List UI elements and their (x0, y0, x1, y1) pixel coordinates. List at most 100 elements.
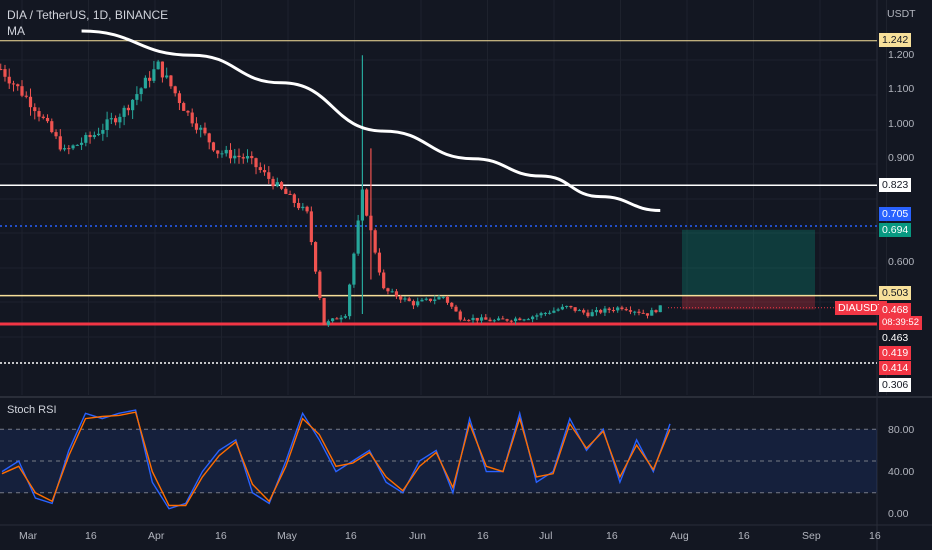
candle-body (7, 76, 11, 84)
candle-body (641, 312, 645, 314)
candle-body (556, 309, 560, 311)
candle-body (148, 77, 152, 81)
candle-body (645, 313, 650, 316)
candle-body (611, 310, 616, 312)
candle-body (16, 84, 20, 87)
candle-body (245, 156, 250, 159)
candle-body (637, 311, 641, 313)
candle-body (194, 123, 199, 130)
osc-tick: 40.00 (888, 466, 915, 478)
price-label-0306: 0.306 (879, 378, 912, 392)
candle-body (348, 284, 352, 317)
candle-body (428, 298, 433, 301)
candle-body (603, 308, 607, 313)
candle-body (279, 182, 284, 189)
candle-body (20, 86, 24, 96)
candle-body (518, 318, 522, 321)
candle-body (526, 319, 530, 321)
current-price-label: 0.468 (879, 303, 912, 317)
candle-body (207, 133, 211, 143)
candle-body (126, 107, 130, 111)
candle-body (160, 61, 165, 78)
long-target-zone (682, 229, 815, 296)
x-tick: Apr (148, 530, 165, 542)
candle-body (139, 88, 143, 95)
candle-body (496, 318, 501, 321)
candle-body (258, 167, 262, 171)
candle-body (535, 315, 539, 317)
candle-body (199, 127, 203, 130)
y-tick: 0.900 (888, 152, 915, 164)
candle-body (326, 321, 330, 326)
stoch-rsi-label[interactable]: Stoch RSI (7, 404, 57, 416)
candle-body (633, 311, 637, 313)
candle-body (403, 298, 407, 300)
candle-body (441, 296, 445, 298)
candle-body (318, 271, 322, 298)
candle-body (156, 61, 160, 70)
candle-body (271, 178, 275, 187)
y-tick: 1.000 (888, 118, 915, 130)
x-tick: 16 (215, 530, 227, 542)
candle-body (577, 310, 582, 312)
candle-body (343, 316, 347, 318)
candle-body (650, 310, 654, 316)
x-tick: Jul (539, 530, 553, 542)
candle-body (539, 313, 543, 316)
osc-tick: 80.00 (888, 424, 915, 436)
x-tick: Jun (409, 530, 426, 542)
candle-body (522, 319, 526, 321)
candle-body (101, 130, 105, 134)
symbol-title: DIA / TetherUS, 1D, BINANCE (7, 8, 169, 22)
candle-body (122, 107, 126, 117)
candle-body (220, 153, 224, 155)
ma-indicator-label[interactable]: MA (7, 24, 25, 38)
candle-body (509, 320, 513, 322)
candle-body (492, 320, 496, 322)
candle-body (560, 306, 564, 310)
x-tick: 16 (738, 530, 750, 542)
x-tick: Mar (19, 530, 38, 542)
candle-body (437, 297, 441, 300)
x-tick: 16 (606, 530, 618, 542)
candle-body (339, 317, 343, 320)
candle-body (548, 312, 552, 314)
candle-body (445, 296, 450, 303)
candle-body (11, 83, 16, 85)
price-label-0419: 0.419 (879, 346, 912, 360)
candle-body (488, 319, 492, 322)
candle-body (237, 155, 241, 158)
candle-body (607, 308, 611, 311)
candle-body (471, 317, 475, 321)
candle-body (54, 132, 58, 137)
price-label-0694: 0.694 (879, 223, 912, 237)
candle-body (301, 206, 305, 209)
candle-body (569, 305, 573, 308)
currency-label: USDT (887, 8, 916, 20)
candle-body (275, 182, 279, 187)
candle-body (573, 307, 577, 311)
y-tick: 1.200 (888, 49, 915, 61)
symbol-price-tag: DIAUSDT (835, 301, 888, 315)
candle-body (365, 189, 369, 216)
candle-body (458, 311, 462, 320)
candle-body (586, 312, 590, 317)
candle-body (433, 299, 437, 301)
candle-body (620, 307, 624, 310)
candle-body (335, 318, 339, 320)
candle-body (33, 107, 37, 112)
candle-body (67, 148, 71, 150)
candle-body (216, 150, 220, 154)
candle-body (594, 310, 599, 313)
candle-body (88, 134, 92, 138)
price-label-0463: 0.463 (879, 331, 912, 345)
candle-body (292, 194, 296, 203)
candle-body (565, 305, 569, 307)
x-tick: 16 (345, 530, 357, 542)
candle-body (105, 119, 109, 131)
moving-average-line (81, 29, 661, 212)
candle-body (58, 136, 62, 150)
candle-body (313, 242, 318, 272)
candle-body (628, 310, 633, 312)
